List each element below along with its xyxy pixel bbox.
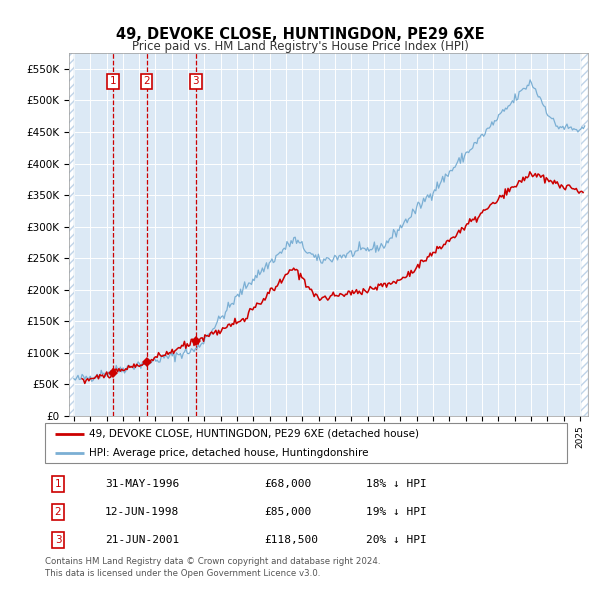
Text: 18% ↓ HPI: 18% ↓ HPI	[366, 479, 427, 489]
Text: 12-JUN-1998: 12-JUN-1998	[105, 507, 179, 517]
Text: 2: 2	[55, 507, 61, 517]
FancyBboxPatch shape	[45, 423, 567, 463]
Text: 3: 3	[193, 77, 199, 87]
Text: 1: 1	[110, 77, 117, 87]
Text: HPI: Average price, detached house, Huntingdonshire: HPI: Average price, detached house, Hunt…	[89, 448, 369, 458]
Text: 49, DEVOKE CLOSE, HUNTINGDON, PE29 6XE: 49, DEVOKE CLOSE, HUNTINGDON, PE29 6XE	[116, 27, 484, 42]
Text: 1: 1	[55, 479, 61, 489]
Text: 49, DEVOKE CLOSE, HUNTINGDON, PE29 6XE (detached house): 49, DEVOKE CLOSE, HUNTINGDON, PE29 6XE (…	[89, 429, 419, 439]
Text: 31-MAY-1996: 31-MAY-1996	[105, 479, 179, 489]
Text: £68,000: £68,000	[264, 479, 311, 489]
Text: 20% ↓ HPI: 20% ↓ HPI	[366, 535, 427, 545]
Text: £118,500: £118,500	[264, 535, 318, 545]
Text: Contains HM Land Registry data © Crown copyright and database right 2024.
This d: Contains HM Land Registry data © Crown c…	[45, 557, 380, 578]
Text: 19% ↓ HPI: 19% ↓ HPI	[366, 507, 427, 517]
Text: 21-JUN-2001: 21-JUN-2001	[105, 535, 179, 545]
Text: 2: 2	[143, 77, 150, 87]
Text: Price paid vs. HM Land Registry's House Price Index (HPI): Price paid vs. HM Land Registry's House …	[131, 40, 469, 53]
Text: £85,000: £85,000	[264, 507, 311, 517]
Text: 3: 3	[55, 535, 61, 545]
